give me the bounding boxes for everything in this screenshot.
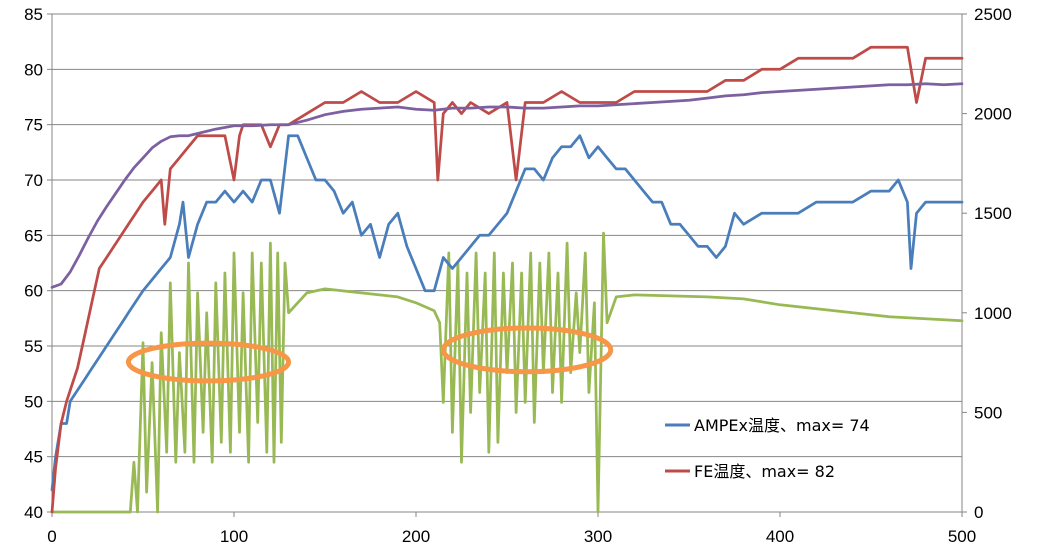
axes	[47, 13, 967, 517]
y2-tick-label: 1000	[974, 304, 1012, 323]
y-tick-label: 40	[24, 503, 43, 522]
x-tick-label: 400	[766, 527, 794, 546]
tick-labels: 4045505560657075808505001000150020002500…	[24, 5, 1012, 546]
series-layer	[50, 45, 964, 514]
highlight-ellipse-1	[125, 340, 292, 384]
legend-label-1: AMPEx温度、max= 74	[694, 416, 870, 435]
annotation-layer	[125, 325, 614, 384]
y-tick-label: 75	[24, 116, 43, 135]
y2-tick-label: 2000	[974, 105, 1012, 124]
x-tick-label: 100	[220, 527, 248, 546]
highlight-ellipse-2	[440, 325, 614, 375]
y-tick-label: 60	[24, 282, 43, 301]
y-tick-label: 50	[24, 392, 43, 411]
y2-tick-label: 2500	[974, 5, 1012, 24]
y-tick-label: 70	[24, 171, 43, 190]
y-tick-label: 80	[24, 60, 43, 79]
series-line-1	[50, 134, 964, 492]
y2-tick-label: 500	[974, 403, 1002, 422]
y-tick-label: 65	[24, 226, 43, 245]
x-tick-label: 500	[948, 527, 976, 546]
y-tick-label: 85	[24, 5, 43, 24]
series-line-3	[50, 82, 964, 289]
legend-label-2: FE温度、max= 82	[694, 462, 835, 481]
series-line-4	[50, 231, 964, 514]
x-tick-label: 0	[47, 527, 56, 546]
x-tick-label: 200	[402, 527, 430, 546]
y2-tick-label: 1500	[974, 204, 1012, 223]
legend: AMPEx温度、max= 74 FE温度、max= 82	[665, 416, 870, 481]
series-line-2	[50, 45, 964, 514]
y2-tick-label: 0	[974, 503, 983, 522]
y-tick-label: 45	[24, 448, 43, 467]
x-tick-label: 300	[584, 527, 612, 546]
y-tick-label: 55	[24, 337, 43, 356]
